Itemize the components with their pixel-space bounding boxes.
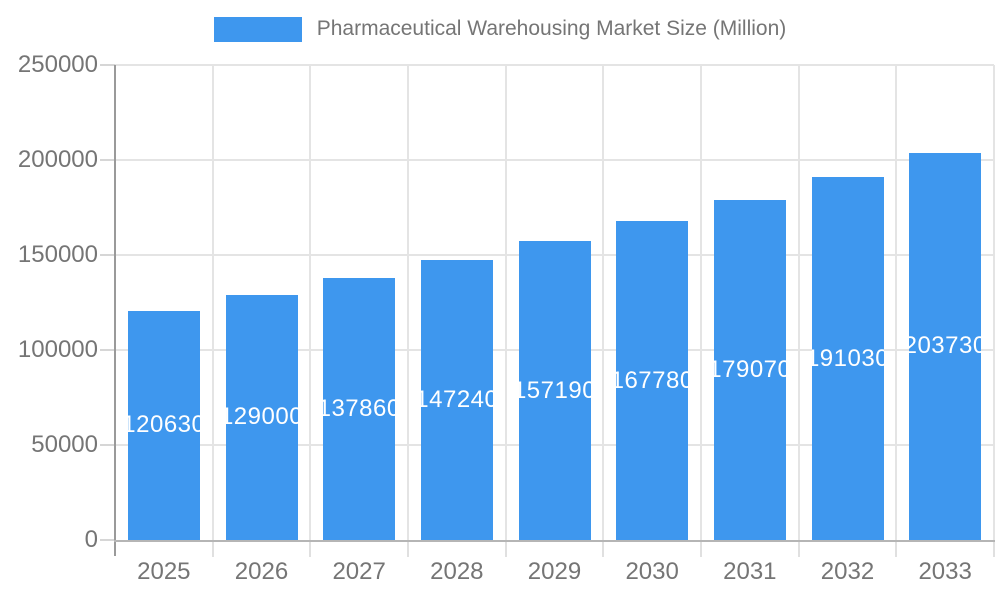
- chart-legend[interactable]: Pharmaceutical Warehousing Market Size (…: [0, 15, 1000, 43]
- x-tick-label: 2031: [723, 558, 777, 585]
- x-axis-tick: [895, 542, 898, 557]
- y-axis-tick: [100, 254, 115, 256]
- x-tick-label: 2027: [332, 558, 386, 585]
- bar-2033: 203730: [909, 152, 982, 540]
- y-axis-tick: [100, 539, 115, 541]
- gridline-horizontal: [115, 64, 994, 66]
- bar-value-label: 167780: [616, 366, 689, 394]
- bar-2028: 147240: [420, 260, 493, 540]
- x-tick-label: 2026: [234, 558, 289, 585]
- gridline-vertical: [504, 65, 507, 540]
- y-tick-label: 0: [84, 526, 98, 553]
- bar-value-label: 203730: [909, 332, 982, 360]
- legend-swatch: [213, 16, 302, 42]
- x-axis-tick: [504, 542, 507, 557]
- x-axis-tick: [309, 542, 312, 557]
- bar-value-label: 191030: [811, 344, 884, 372]
- gridline-vertical: [797, 65, 800, 540]
- bar-value-label: 157190: [518, 376, 591, 404]
- gridline-vertical: [309, 65, 312, 540]
- x-tick-label: 2029: [527, 558, 582, 585]
- gridline-vertical: [700, 65, 702, 540]
- y-axis-tick: [100, 349, 115, 351]
- bar-value-label: 129000: [225, 403, 298, 431]
- bar-2032: 191030: [811, 177, 884, 540]
- x-tick-label: 2028: [430, 558, 484, 585]
- x-tick-label: 2033: [918, 558, 972, 585]
- bar-2025: 120630: [127, 310, 200, 540]
- x-axis-line: [114, 540, 995, 542]
- x-axis-tick: [700, 542, 702, 557]
- y-axis-tick: [100, 444, 115, 446]
- y-tick-label: 150000: [17, 241, 98, 268]
- gridline-vertical: [993, 65, 995, 540]
- x-axis-tick: [993, 542, 995, 557]
- x-tick-label: 2025: [137, 558, 191, 585]
- gridline-horizontal: [115, 159, 994, 161]
- bar-2027: 137860: [323, 278, 396, 540]
- y-tick-label: 50000: [31, 431, 98, 458]
- gridline-vertical: [407, 65, 409, 540]
- bar-2030: 167780: [616, 221, 689, 540]
- gridline-vertical: [211, 65, 214, 540]
- bar-2031: 179070: [713, 199, 786, 540]
- x-axis-tick: [407, 542, 409, 557]
- x-tick-label: 2032: [820, 558, 875, 585]
- x-axis-tick: [797, 542, 800, 557]
- legend-label: Pharmaceutical Warehousing Market Size (…: [316, 17, 787, 40]
- gridline-vertical: [895, 65, 898, 540]
- y-tick-label: 100000: [17, 336, 98, 363]
- bar-2029: 157190: [518, 241, 591, 540]
- gridline-vertical: [602, 65, 605, 540]
- y-axis-tick: [100, 64, 115, 66]
- y-axis-line: [114, 65, 116, 556]
- x-axis-tick: [211, 542, 214, 557]
- x-axis-tick: [602, 542, 605, 557]
- bar-value-label: 179070: [713, 355, 786, 383]
- y-tick-label: 200000: [17, 146, 98, 173]
- bar-value-label: 120630: [127, 411, 200, 439]
- x-tick-label: 2030: [625, 558, 679, 585]
- y-axis-tick: [100, 159, 115, 161]
- bar-value-label: 147240: [420, 386, 493, 414]
- bar-2026: 129000: [225, 294, 298, 540]
- y-tick-label: 250000: [17, 51, 98, 78]
- bar-value-label: 137860: [323, 395, 396, 423]
